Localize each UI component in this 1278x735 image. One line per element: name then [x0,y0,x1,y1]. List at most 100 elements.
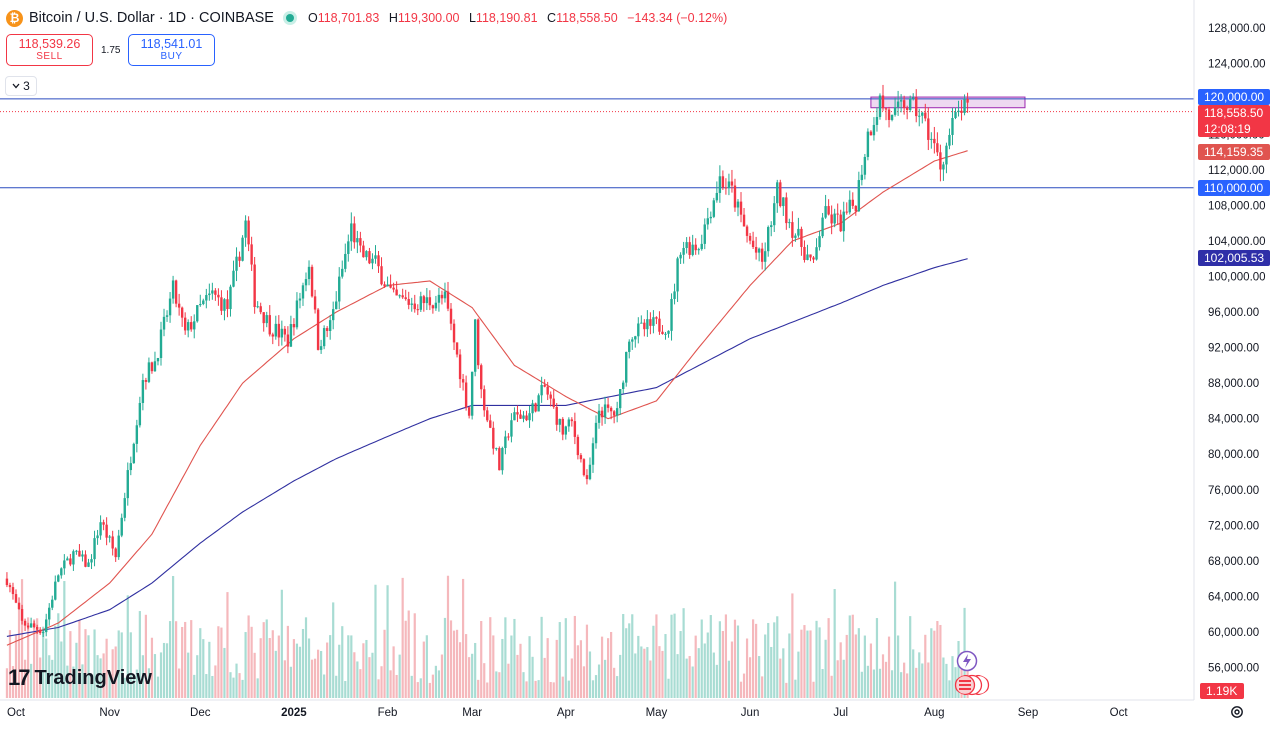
candle-down [440,294,444,299]
candle-down [464,382,468,408]
candle-down [380,266,383,285]
volume-bar [69,631,72,698]
candle-up [540,384,543,396]
candle-down [643,322,646,330]
volume-bar [661,650,664,698]
candle-down [507,436,510,438]
volume-bar [141,655,144,698]
time-tick-label: Sep [1018,707,1038,719]
volume-bar [368,657,371,698]
volume-bar [676,654,679,698]
volume-bar [202,639,205,698]
settings-gear-icon[interactable] [1229,704,1245,720]
buy-button[interactable]: 118,541.01 BUY [128,34,215,66]
price-tick-label: 60,000.00 [1208,627,1259,639]
candle-down [721,176,725,188]
candle-up [866,131,870,157]
candle-up [365,251,368,258]
symbol-title[interactable]: Bitcoin / U.S. Dollar · 1D · COINBASE [29,10,274,26]
volume-bar [428,682,431,698]
volume-bar [486,682,489,698]
candle-up [685,242,688,248]
candle-up [60,568,63,576]
sell-button[interactable]: 118,539.26 SELL [6,34,93,66]
candle-up [815,247,818,260]
time-tick-label: Oct [7,707,26,719]
volume-bar [785,682,788,698]
symbol-header[interactable]: ₿ Bitcoin / U.S. Dollar · 1D · COINBASE … [6,7,733,29]
volume-bar [404,620,407,698]
us-flag-events-icon[interactable] [954,674,990,696]
candle-up [153,361,157,372]
candle-down [38,629,42,634]
volume-bar [812,681,815,698]
volume-bar [498,672,501,698]
price-tick-label: 84,000.00 [1208,414,1259,426]
candle-up [537,395,540,412]
candle-down [247,220,250,245]
volume-bar [522,672,525,698]
candle-down [111,536,114,549]
candle-down [416,309,419,311]
volume-bar [776,616,779,698]
candle-down [739,201,743,215]
volume-bar [211,675,214,698]
candle-up [504,436,507,448]
volume-bar [748,657,752,698]
candle-up [896,101,900,108]
volume-bar [178,668,181,698]
flash-icon[interactable] [955,650,979,672]
candle-up [954,112,957,119]
indicators-toggle[interactable]: 3 [5,76,37,96]
candle-up [341,268,344,277]
candle-up [132,443,136,464]
volume-bar [945,663,948,698]
resistance-zone-rect[interactable] [870,96,1026,109]
volume-bar [256,678,259,698]
volume-bar [528,636,531,698]
time-tick-label: Jul [833,707,848,719]
volume-bar [353,652,356,698]
candle-down [733,185,737,208]
candle-up [640,322,643,324]
volume-bar [165,643,169,698]
candle-up [274,323,277,337]
volume-bar [359,669,362,698]
volume-bar [23,659,27,698]
candle-down [742,214,746,227]
candle-up [806,254,809,260]
candle-up [921,112,924,116]
candle-down [183,317,187,331]
candle-up [96,535,99,539]
volume-bar [918,652,921,698]
candle-up [437,294,441,303]
volume-bar [815,620,818,698]
volume-bar [437,670,441,698]
candle-down [407,299,410,305]
candle-up [646,319,649,330]
volume-bar [764,634,767,698]
volume-bar [709,615,712,698]
volume-bar [326,642,329,698]
candle-down [579,455,583,460]
tradingview-logo[interactable]: 17 TradingView [8,665,152,691]
volume-label: 1.19K [1200,683,1244,699]
volume-bar [664,634,667,698]
volume-bar [658,646,661,698]
volume-bar [736,625,740,698]
chevron-down-icon [12,83,20,89]
volume-bar [927,662,930,698]
candle-down [927,118,930,140]
volume-bar [492,635,495,698]
buy-label: BUY [160,51,183,62]
volume-bar [81,664,84,698]
candle-down [902,100,906,109]
candle-down [262,312,265,324]
volume-bar [570,658,573,698]
candle-up [930,138,933,140]
candle-down [268,315,271,335]
candle-down [446,291,450,309]
high-key: H [388,11,398,25]
